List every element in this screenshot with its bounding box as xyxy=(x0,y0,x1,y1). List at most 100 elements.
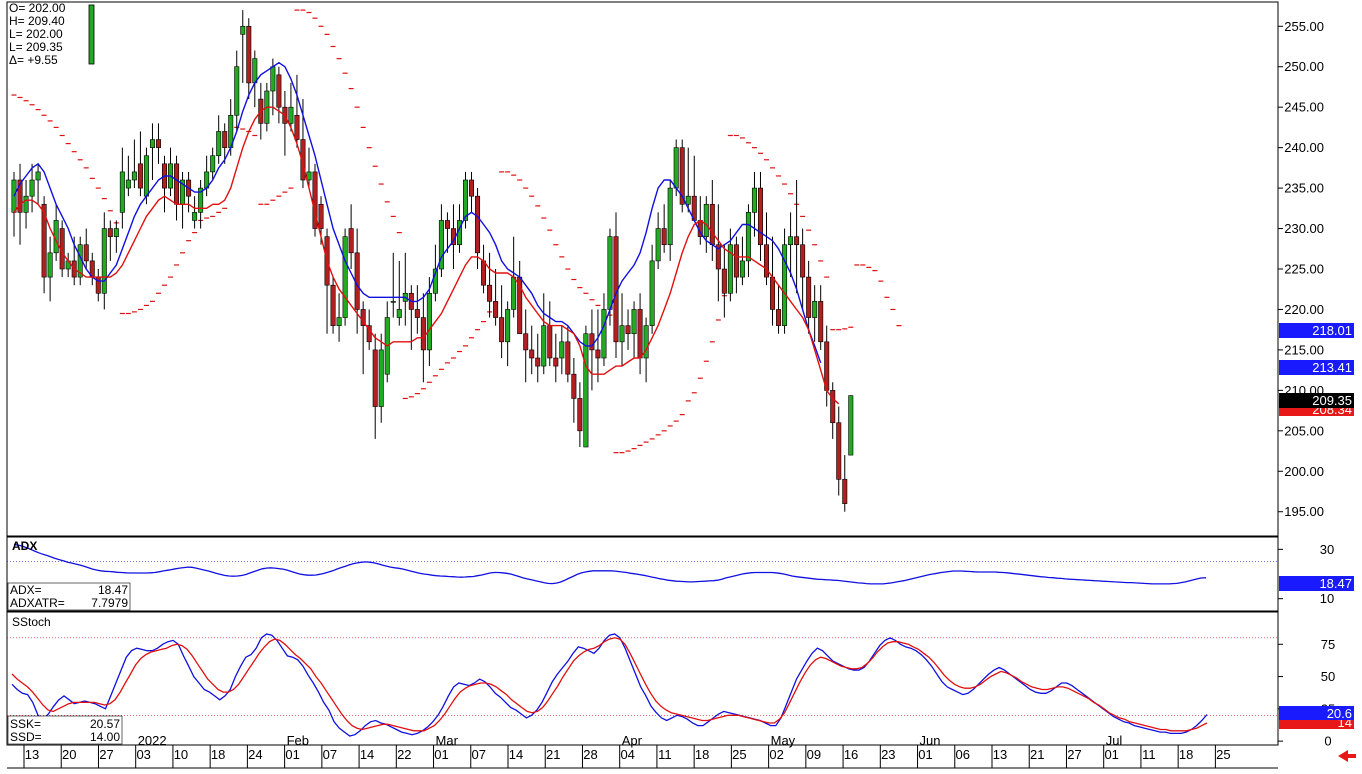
candle-down xyxy=(794,236,800,246)
scroll-left-icon[interactable] xyxy=(1338,750,1356,762)
candle-up xyxy=(198,187,204,213)
stoch-chart xyxy=(7,633,1278,737)
adx-line xyxy=(13,543,1207,585)
candle-down xyxy=(637,309,643,359)
month-label: Mar xyxy=(436,733,459,748)
stoch-tick-label: 75 xyxy=(1321,637,1335,652)
candle-down xyxy=(107,228,113,237)
candle-up xyxy=(505,309,511,343)
price-tick-label: 220.00 xyxy=(1284,302,1324,317)
x-tick-label: 13 xyxy=(25,747,39,762)
candle-up xyxy=(438,220,444,270)
candle-down xyxy=(715,244,721,270)
candle-up xyxy=(788,236,794,246)
candle-up xyxy=(601,309,607,359)
candle-down xyxy=(17,179,23,213)
price-tick-label: 245.00 xyxy=(1284,100,1324,115)
adxatr-value: 7.7979 xyxy=(91,596,128,610)
candle-down xyxy=(577,398,583,432)
adx-title: ADX xyxy=(12,539,37,553)
candle-down xyxy=(481,260,487,286)
stoch-title: SStoch xyxy=(12,615,51,629)
candle-up xyxy=(336,317,342,326)
candle-down xyxy=(679,147,685,205)
price-tick-label: 225.00 xyxy=(1284,262,1324,277)
month-label: Apr xyxy=(622,733,643,748)
candle-down xyxy=(487,284,493,302)
candle-down xyxy=(763,244,769,278)
candle-down xyxy=(709,203,715,246)
candle-down xyxy=(300,139,306,181)
candle-down xyxy=(547,325,553,359)
adx-chart xyxy=(7,543,1278,585)
low-readout: L= 202.00 xyxy=(9,27,63,41)
x-tick-label: 06 xyxy=(956,747,970,762)
month-label: Feb xyxy=(287,733,309,748)
ssd-label: SSD= xyxy=(10,730,42,744)
candle-down xyxy=(246,25,252,84)
candle-up xyxy=(432,268,438,294)
ohlc-readout: O= 202.00 H= 209.40 L= 202.00 L= 209.35 … xyxy=(9,1,66,67)
candle-down xyxy=(414,309,420,318)
candle-up xyxy=(511,276,517,310)
candle-down xyxy=(776,309,782,326)
month-label: Jul xyxy=(1106,733,1123,748)
open-readout: O= 202.00 xyxy=(9,1,66,15)
candle-up xyxy=(541,325,547,367)
candle-up xyxy=(288,106,294,124)
candle-up xyxy=(559,341,565,359)
x-tick-label: 13 xyxy=(993,747,1007,762)
candle-up xyxy=(101,228,107,294)
ssd-line xyxy=(11,637,1208,732)
candle-up xyxy=(47,252,53,278)
candle-up xyxy=(149,139,155,148)
candle-up xyxy=(252,58,258,84)
candle-down xyxy=(174,163,180,205)
candle-up xyxy=(125,179,131,189)
candle-up xyxy=(655,228,661,262)
candle-down xyxy=(312,171,318,229)
ssk-badge: 20.6 xyxy=(1327,706,1352,721)
month-label: 2022 xyxy=(138,733,167,748)
candle-up xyxy=(462,179,468,221)
month-label: May xyxy=(771,733,796,748)
candle-up xyxy=(426,292,432,351)
candle-down xyxy=(818,301,824,343)
candle-down xyxy=(41,203,47,278)
candle-up xyxy=(703,203,709,237)
candle-up xyxy=(342,236,348,318)
candle-down xyxy=(493,301,499,318)
candle-up xyxy=(378,349,384,407)
candle-down xyxy=(420,317,426,351)
candle-down xyxy=(553,357,559,367)
candle-up xyxy=(210,155,216,173)
price-chart xyxy=(11,9,902,512)
candle-down xyxy=(595,349,601,359)
candle-up xyxy=(396,309,402,318)
candle-up xyxy=(673,147,679,189)
candle-up xyxy=(685,195,691,205)
candle-up xyxy=(619,325,625,343)
high-readout: H= 209.40 xyxy=(9,14,65,28)
ssk-line xyxy=(11,633,1208,737)
price-tick-label: 215.00 xyxy=(1284,342,1324,357)
adx-label: ADX= xyxy=(10,583,42,597)
candle-up xyxy=(240,25,246,35)
candle-down xyxy=(589,333,595,351)
candle-down xyxy=(721,268,727,294)
change-readout: Δ= +9.55 xyxy=(9,53,58,67)
candle-down xyxy=(348,228,354,254)
x-tick-label: 20 xyxy=(62,747,76,762)
candle-down xyxy=(330,284,336,326)
x-tick-label: 03 xyxy=(136,747,150,762)
candle-down xyxy=(276,74,282,108)
stoch-tick-label: 50 xyxy=(1321,669,1335,684)
candle-up xyxy=(23,195,29,213)
candle-down xyxy=(757,187,763,246)
candle-down xyxy=(535,357,541,367)
price-tick-label: 240.00 xyxy=(1284,140,1324,155)
candle-up xyxy=(745,212,751,262)
price-badges: 218.01 213.41 208.34 209.35 18.47 14 20.… xyxy=(1279,323,1354,730)
x-tick-label: 11 xyxy=(1142,747,1156,762)
